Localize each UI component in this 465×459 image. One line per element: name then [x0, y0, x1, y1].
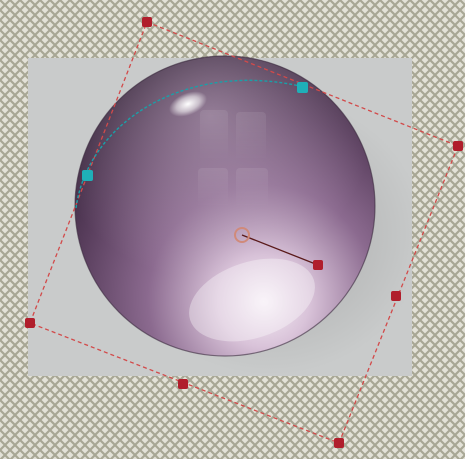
specular-highlight [169, 91, 207, 117]
handle-direction-vector[interactable] [313, 260, 323, 270]
pivot-icon[interactable] [234, 227, 250, 243]
lower-glow [189, 258, 315, 342]
window-reflection [198, 110, 268, 208]
handle-right-corner[interactable] [453, 141, 463, 151]
handle-left-corner[interactable] [25, 318, 35, 328]
glass-sphere[interactable] [74, 55, 376, 357]
handle-bottom-corner[interactable] [334, 438, 344, 448]
arc-handle-icon[interactable] [82, 170, 93, 181]
handle-right-edge-mid[interactable] [391, 291, 401, 301]
sphere-rim [74, 55, 376, 357]
arc-handle-icon[interactable] [297, 82, 308, 93]
arc-handles [82, 82, 308, 181]
transform-handles [25, 17, 463, 448]
direction-vector-line [241, 234, 319, 266]
handle-bottom-edge-mid[interactable] [178, 379, 188, 389]
handle-top-corner[interactable] [142, 17, 152, 27]
